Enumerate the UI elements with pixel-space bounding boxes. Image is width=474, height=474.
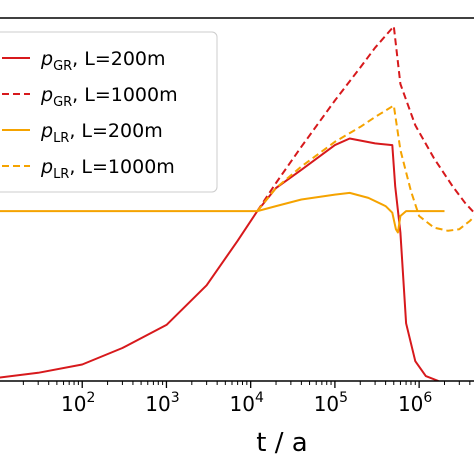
series-line-gr200 bbox=[0, 137, 439, 381]
x-tick-label: 103 bbox=[145, 390, 179, 416]
legend-label: pLR, L=200m bbox=[40, 120, 163, 146]
x-axis-title: t / a bbox=[256, 428, 307, 458]
series-line-gr1000 bbox=[256, 25, 474, 214]
plot-area bbox=[0, 25, 474, 381]
legend-box bbox=[0, 31, 218, 193]
x-tick-label: 105 bbox=[314, 390, 348, 416]
legend-label: pLR, L=1000m bbox=[40, 156, 175, 182]
x-axis-ticks: 102 103 104 105 106 bbox=[22, 381, 471, 416]
series-line-lr200 bbox=[0, 191, 445, 234]
x-tick-label: 106 bbox=[398, 390, 432, 416]
x-tick-label: 102 bbox=[61, 390, 95, 416]
legend: pGR, L=200m pGR, L=1000m pLR, L=200m pLR, L… bbox=[0, 31, 218, 193]
legend-label: pGR, L=200m bbox=[40, 48, 166, 74]
legend-label: pGR, L=1000m bbox=[40, 84, 178, 110]
x-tick-label: 104 bbox=[229, 390, 263, 416]
